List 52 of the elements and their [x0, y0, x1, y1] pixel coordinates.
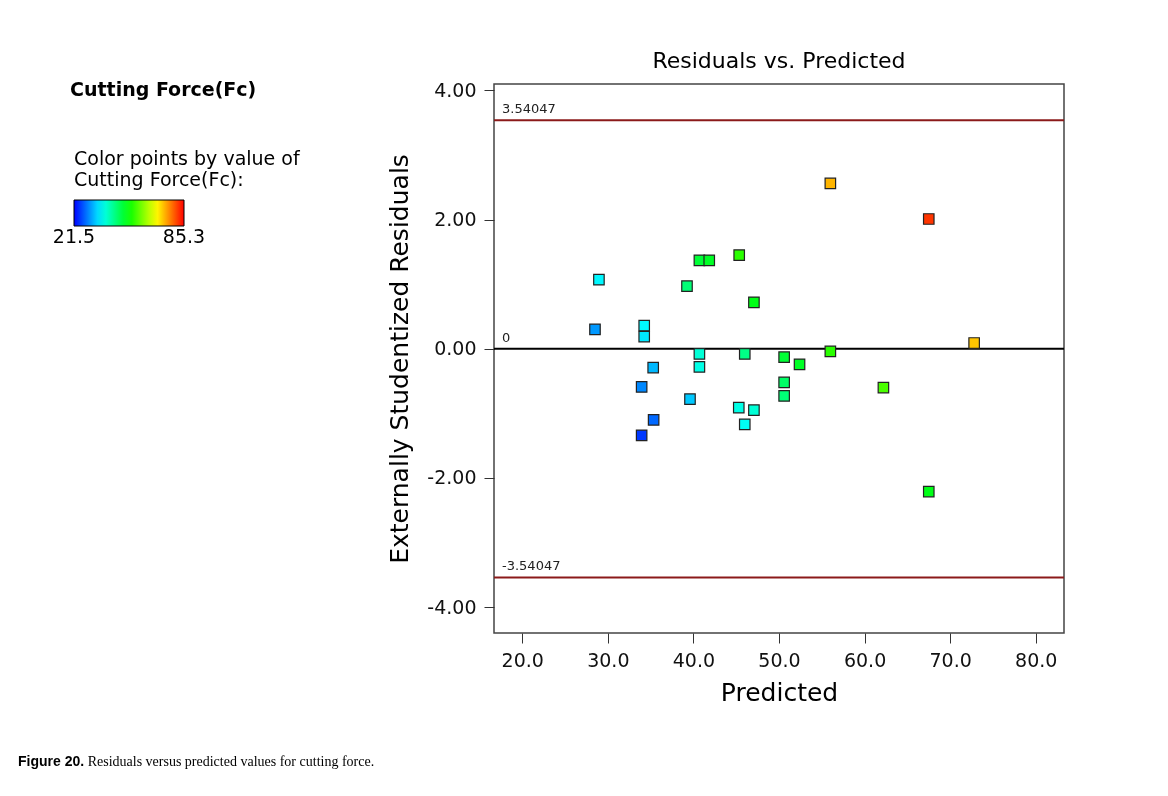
point	[681, 280, 693, 293]
point	[824, 177, 837, 190]
x-tick-label: 50.0	[758, 648, 801, 671]
point	[877, 381, 890, 394]
color-bar-label: 21.5	[52, 225, 96, 247]
point	[778, 376, 790, 389]
x-tick-label: 80.0	[1015, 648, 1058, 671]
point	[647, 361, 660, 374]
x-axis-title: Predicted	[720, 677, 839, 707]
y-tick-label: 2.00	[434, 208, 477, 231]
point	[638, 330, 651, 343]
point	[778, 351, 790, 364]
point	[733, 249, 746, 261]
point	[635, 381, 648, 393]
point	[968, 337, 980, 349]
x-tick-label: 70.0	[929, 648, 972, 671]
ref-line-label: -3.54047	[502, 558, 561, 574]
point	[748, 296, 760, 309]
y-tick-label: 0.00	[434, 337, 477, 360]
point	[732, 401, 745, 414]
point	[778, 390, 790, 402]
point	[824, 345, 837, 358]
point	[693, 361, 706, 373]
color-bar-title: Color points by value of Cutting Force(Fc):	[74, 147, 301, 190]
point	[922, 213, 935, 225]
point	[738, 348, 751, 360]
point	[589, 323, 601, 336]
y-tick-label: -2.00	[427, 466, 477, 489]
point	[693, 348, 706, 360]
point	[684, 393, 696, 406]
x-tick-label: 60.0	[843, 648, 887, 671]
point	[647, 414, 660, 426]
point	[793, 358, 806, 371]
point	[638, 319, 651, 332]
chart-title: Residuals vs. Predicted	[652, 48, 906, 74]
point	[593, 273, 605, 286]
y-tick-label: -4.00	[427, 595, 477, 618]
point	[748, 404, 760, 417]
text: Cutting Force(Fc)	[70, 78, 257, 100]
point	[703, 254, 716, 267]
ref-line-label: 3.54047	[502, 101, 556, 117]
point	[738, 418, 751, 431]
x-tick-label: 40.0	[672, 648, 716, 671]
point	[922, 485, 935, 498]
x-tick-label: 20.0	[501, 648, 544, 671]
y-axis-title: Externally Studentized Residuals	[385, 154, 415, 564]
ref-line-label: 0	[502, 329, 511, 345]
x-tick-label: 30.0	[587, 648, 630, 671]
y-tick-label: 4.00	[434, 78, 477, 101]
color-bar-label: 85.3	[162, 225, 206, 247]
point	[635, 429, 648, 442]
caption: Figure 20. Residuals versus predicted values for cutting force.	[18, 753, 375, 770]
